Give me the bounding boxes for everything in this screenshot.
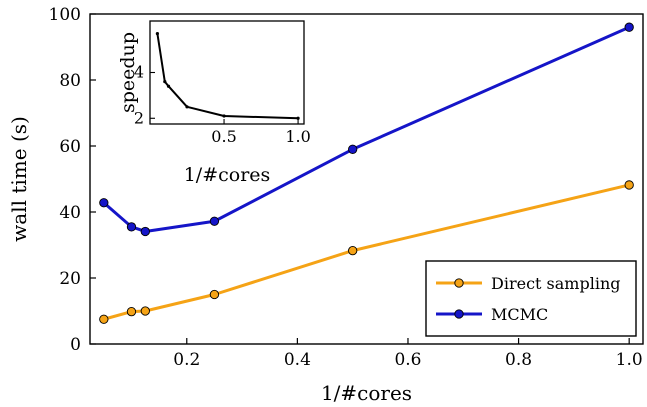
data-point [348,245,358,256]
data-point [126,307,137,317]
inset-data-point [166,84,171,88]
data-point [140,226,150,237]
y-tick-label: 60 [59,137,81,157]
inset-y-axis-label: speedup [117,32,139,113]
data-point [624,22,634,32]
y-axis-label: wall time (s) [7,116,31,242]
inset-x-tick-label: 1.0 [285,127,310,146]
inset-data-point [185,105,189,109]
series-line-0 [103,183,630,321]
inset-data-point [222,114,226,118]
main-plot: 0.2 0.4 0.6 0.8 1.0 0 20 40 60 80 100 1/#cores wall … [7,5,644,405]
data-point [126,222,137,232]
x-tick-label: 0.6 [394,350,421,370]
y-tick-label: 20 [59,269,81,289]
inset-y-tick-label: 4 [134,63,144,82]
inset-x-axis-label: 1/#cores [184,164,271,186]
inset-frame [149,20,305,125]
data-point [140,306,150,316]
x-axis-label: 1/#cores [321,381,412,405]
legend: Direct sampling MCMC [425,260,637,337]
legend-box [425,260,637,337]
data-point [624,180,634,190]
data-point [99,314,109,324]
inset-y-tick-label: 2 [134,108,144,127]
x-tick-label: 0.8 [505,350,532,370]
y-tick-label: 80 [59,71,81,91]
y-tick-label: 0 [70,335,81,355]
x-tick-label: 1.0 [616,350,643,370]
inset-data-point [155,31,160,36]
inset-series-line [156,33,299,120]
plot-frame [89,13,644,345]
inset-data-point [163,80,167,84]
legend-marker-0 [454,278,464,288]
x-tick-label: 0.4 [284,350,311,370]
inset-data-point [296,116,300,120]
legend-label-0: Direct sampling [491,274,620,293]
series-line-1 [102,25,630,233]
inset-plot: 0.5 1.0 2 4 1/#cores speedup [117,20,311,186]
x-tick-label: 0.2 [173,350,200,370]
data-point [209,289,220,300]
inset-x-tick-label: 0.5 [211,127,236,146]
legend-marker-1 [454,309,464,319]
y-tick-label: 100 [49,5,81,25]
legend-label-1: MCMC [491,305,548,324]
data-point [99,198,109,208]
y-tick-label: 40 [59,203,81,223]
data-point [348,144,358,154]
data-point [209,216,220,226]
